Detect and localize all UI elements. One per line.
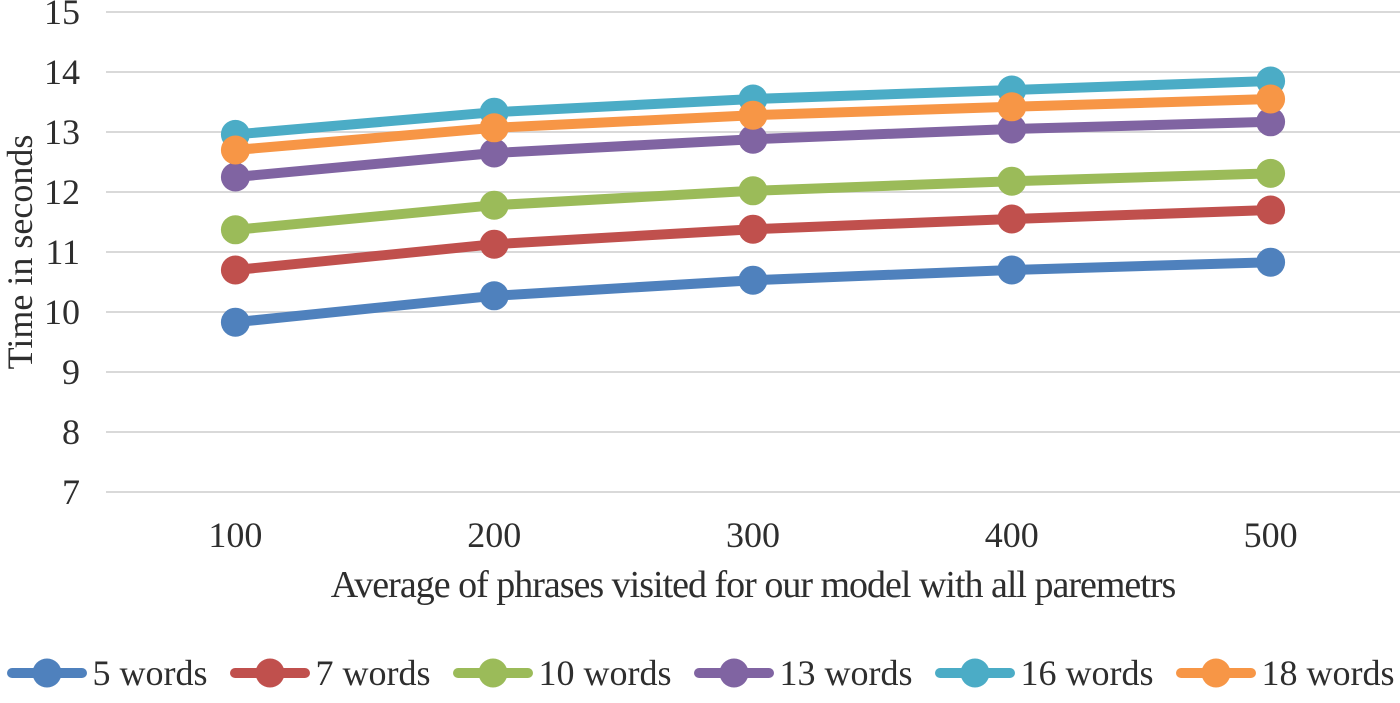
x-tick-label: 100 [208, 515, 262, 555]
data-point-marker [738, 100, 768, 130]
legend-label: 18 words [1261, 653, 1395, 693]
y-axis-title: Time in seconds [0, 135, 40, 370]
data-point-marker [1256, 158, 1286, 188]
data-point-marker [1256, 247, 1286, 277]
y-tick-label: 10 [44, 292, 80, 332]
legend-dot [719, 658, 748, 688]
legend-item-13-words: 13 words [693, 655, 913, 691]
legend-line-marker-icon [6, 658, 87, 688]
series-18-words [220, 84, 1286, 165]
data-series [220, 66, 1286, 337]
legend-dot [960, 658, 989, 688]
data-point-marker [997, 204, 1027, 234]
legend-item-7-words: 7 words [229, 655, 431, 691]
y-axis-tick-labels: 15 14 13 12 11 10 9 8 7 [44, 0, 80, 512]
data-point-marker [738, 176, 768, 206]
legend-line-marker-icon [1175, 658, 1256, 688]
data-point-marker [738, 265, 768, 295]
legend-line-marker-icon [452, 658, 533, 688]
data-point-marker [1256, 107, 1286, 137]
data-point-marker [479, 281, 509, 311]
data-point-marker [997, 166, 1027, 196]
legend-item-10-words: 10 words [452, 655, 672, 691]
x-tick-label: 200 [467, 515, 521, 555]
data-point-marker [220, 215, 250, 245]
legend-line-marker-icon [934, 658, 1015, 688]
data-point-marker [479, 113, 509, 143]
data-point-marker [479, 138, 509, 168]
x-axis-title: Average of phrases visited for our model… [331, 564, 1176, 606]
legend-dot [255, 658, 284, 688]
data-point-marker [1256, 84, 1286, 114]
series-10-words [220, 158, 1286, 245]
y-tick-label: 9 [62, 352, 80, 392]
legend-dot [32, 658, 61, 688]
y-tick-label: 7 [62, 472, 80, 512]
data-point-marker [997, 255, 1027, 285]
x-tick-label: 300 [726, 515, 780, 555]
data-point-marker [738, 124, 768, 154]
legend: 5 words 7 words 10 words 13 words 16 words 18… [0, 646, 1400, 700]
legend-label: 13 words [779, 653, 913, 693]
legend-dot [1201, 658, 1230, 688]
x-axis-tick-labels: 100 200 300 400 500 [208, 515, 1297, 555]
legend-label: 16 words [1020, 653, 1154, 693]
series-7-words [220, 195, 1286, 285]
legend-label: 5 words [92, 653, 208, 693]
legend-line-marker-icon [693, 658, 774, 688]
plot-area: 15 14 13 12 11 10 9 8 7 100 200 300 400 500 Time in … [0, 0, 1400, 606]
legend-label: 10 words [538, 653, 672, 693]
legend-item-5-words: 5 words [6, 655, 208, 691]
data-point-marker [738, 214, 768, 244]
data-point-marker [220, 135, 250, 165]
series-13-words [220, 107, 1286, 192]
data-point-marker [479, 229, 509, 259]
data-point-marker [997, 92, 1027, 122]
legend-item-18-words: 18 words [1175, 655, 1395, 691]
legend-dot [478, 658, 507, 688]
x-tick-label: 500 [1244, 515, 1298, 555]
y-tick-label: 12 [44, 172, 80, 212]
legend-item-16-words: 16 words [934, 655, 1154, 691]
data-point-marker [220, 255, 250, 285]
series-5-words [220, 247, 1286, 337]
y-tick-label: 11 [45, 232, 80, 272]
x-tick-label: 400 [985, 515, 1039, 555]
data-point-marker [479, 190, 509, 220]
legend-label: 7 words [315, 653, 431, 693]
y-tick-label: 15 [44, 0, 80, 32]
data-point-marker [997, 114, 1027, 144]
data-point-marker [220, 307, 250, 337]
y-tick-label: 8 [62, 412, 80, 452]
legend-line-marker-icon [229, 658, 310, 688]
y-tick-label: 13 [44, 112, 80, 152]
data-point-marker [1256, 195, 1286, 225]
y-tick-label: 14 [44, 52, 80, 92]
data-point-marker [220, 162, 250, 192]
